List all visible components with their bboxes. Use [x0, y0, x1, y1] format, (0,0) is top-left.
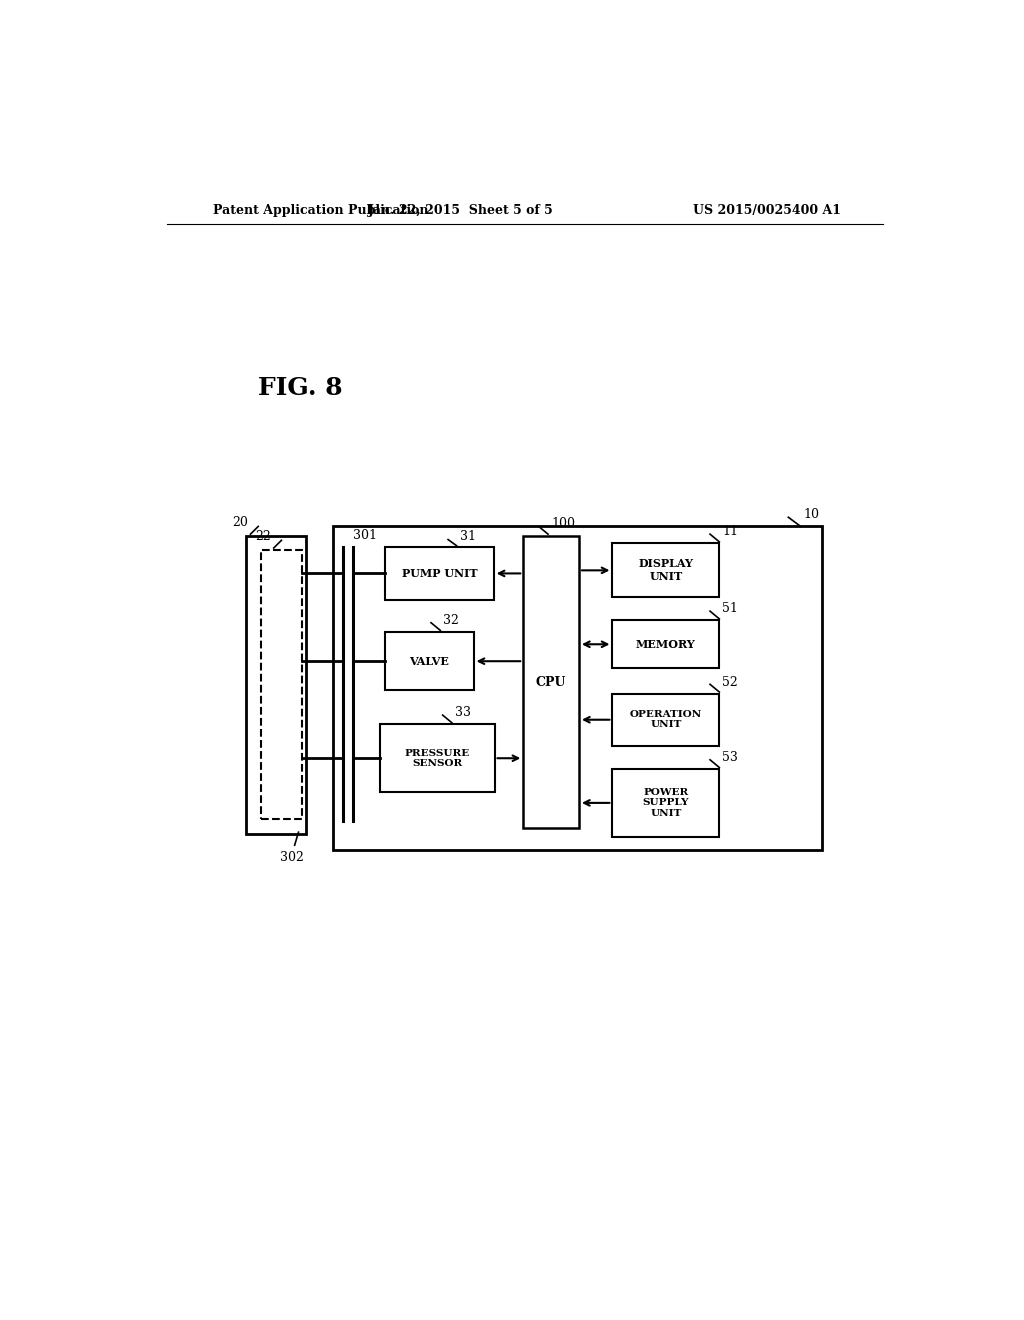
Text: 33: 33 [455, 706, 471, 719]
Text: 52: 52 [722, 676, 738, 689]
Text: 301: 301 [352, 529, 377, 543]
Text: 10: 10 [804, 508, 820, 521]
Text: CPU: CPU [536, 676, 566, 689]
Text: 51: 51 [722, 602, 738, 615]
Bar [261, 549, 302, 818]
Text: 20: 20 [232, 516, 248, 529]
Text: 302: 302 [281, 851, 304, 865]
Text: FIG. 8: FIG. 8 [258, 376, 343, 400]
Text: 22: 22 [255, 529, 270, 543]
Bar [380, 725, 495, 792]
Bar [612, 544, 719, 598]
Bar [523, 536, 579, 829]
Text: MEMORY: MEMORY [636, 639, 695, 649]
Bar [385, 632, 474, 690]
Bar [612, 770, 719, 837]
Text: 32: 32 [443, 614, 460, 627]
Text: VALVE: VALVE [410, 656, 450, 667]
Text: 53: 53 [722, 751, 738, 764]
Text: PRESSURE
SENSOR: PRESSURE SENSOR [404, 748, 470, 768]
Bar [246, 536, 306, 834]
Text: PUMP UNIT: PUMP UNIT [401, 568, 477, 579]
Text: US 2015/0025400 A1: US 2015/0025400 A1 [693, 205, 841, 218]
Bar [385, 548, 494, 599]
Text: OPERATION
UNIT: OPERATION UNIT [630, 710, 702, 730]
Bar [612, 620, 719, 668]
Text: 100: 100 [551, 517, 575, 529]
Text: POWER
SUPPLY
UNIT: POWER SUPPLY UNIT [643, 788, 689, 818]
Text: 31: 31 [460, 529, 476, 543]
Text: 11: 11 [722, 525, 738, 539]
Bar [612, 693, 719, 746]
Bar [334, 527, 821, 850]
Text: Patent Application Publication: Patent Application Publication [213, 205, 429, 218]
Text: DISPLAY
UNIT: DISPLAY UNIT [638, 558, 693, 582]
Text: Jan. 22, 2015  Sheet 5 of 5: Jan. 22, 2015 Sheet 5 of 5 [369, 205, 554, 218]
